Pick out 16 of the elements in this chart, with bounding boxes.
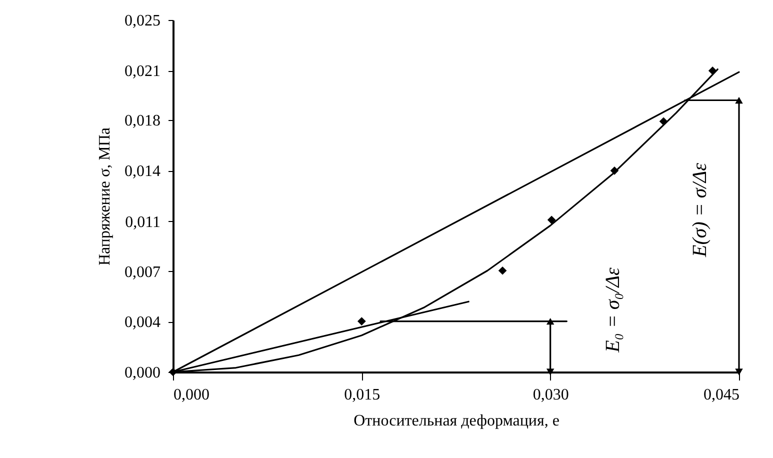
y-tick-label: 0,021 bbox=[124, 63, 160, 80]
x-axis-title: Относительная деформация, е bbox=[354, 412, 560, 430]
y-tick-label: 0,000 bbox=[124, 364, 160, 382]
annotation: E₀ = σ₀/Δε bbox=[602, 268, 624, 354]
y-tick-label: 0,018 bbox=[124, 112, 160, 130]
annotation: E(σ) = σ/Δε bbox=[689, 162, 711, 258]
x-tick-label: 0,000 bbox=[174, 386, 210, 404]
y-tick-label: 0,007 bbox=[124, 264, 160, 281]
y-tick-label: 0,014 bbox=[124, 163, 160, 180]
x-tick-label: 0,015 bbox=[344, 386, 380, 404]
y-axis-title: Напряжение σ, МПа bbox=[96, 127, 114, 266]
y-tick-label: 0,025 bbox=[124, 12, 160, 30]
y-tick-label: 0,004 bbox=[124, 314, 160, 332]
y-tick-label: 0,011 bbox=[125, 214, 160, 231]
x-tick-label: 0,045 bbox=[704, 386, 740, 404]
x-tick-label: 0,030 bbox=[532, 386, 569, 404]
